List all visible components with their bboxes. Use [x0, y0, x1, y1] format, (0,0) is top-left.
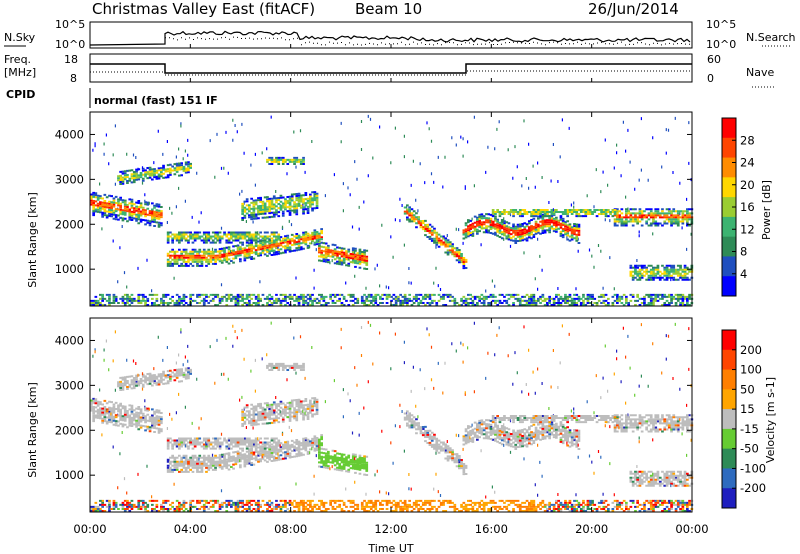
colorbar-segment: [722, 330, 736, 351]
freq-label: Freq.: [4, 53, 31, 66]
x-tick-label: 12:00: [374, 522, 407, 536]
colorbar-tick-label: 4: [740, 267, 747, 281]
colorbar-tick-label: 100: [740, 363, 762, 377]
power-colorbar: 4 8 12 16 20 24 28: [721, 117, 755, 297]
colorbar-segment: [722, 409, 736, 430]
colorbar-tick-label: 200: [740, 343, 762, 357]
freq-left-tick-bottom: 8: [70, 72, 77, 85]
colorbar-segment: [722, 137, 736, 159]
time-axis: 00:00 04:00 08:00 12:00 16:00 20:00 00:00: [73, 44, 709, 536]
colorbar-tick-label: -200: [740, 481, 766, 495]
power-cells: [90, 115, 694, 306]
colorbar-segment: [722, 389, 736, 410]
velocity-heatmap: [90, 320, 694, 512]
colorbar-tick-label: 15: [740, 402, 755, 416]
time-axis-label: Time UT: [367, 542, 413, 554]
colorbar-segment: [722, 197, 736, 218]
nave-label: Nave: [746, 66, 774, 79]
colorbar-tick-label: -15: [740, 422, 759, 436]
colorbar-segment: [722, 428, 736, 450]
colorbar-segment: [722, 276, 736, 297]
colorbar-tick-label: 28: [740, 133, 755, 147]
beam-label: Beam 10: [355, 0, 422, 18]
y-tick-label: 4000: [55, 127, 84, 141]
date-label: 26/Jun/2014: [588, 0, 679, 18]
colorbar-frame: [721, 329, 737, 509]
velocity-colorbar: 200 100 50 15 -15 -50 -100 -200: [721, 329, 766, 509]
nsky-line: [89, 30, 691, 46]
colorbar-segment: [722, 216, 736, 238]
x-tick-label: 00:00: [675, 522, 708, 536]
velocity-cells: [92, 335, 687, 512]
x-tick-label: 00:00: [73, 522, 106, 536]
colorbar-tick-label: 24: [740, 156, 755, 170]
cpid-value: normal (fast) 151 IF: [94, 94, 218, 107]
power-heatmap: [90, 114, 694, 307]
noise-right-tick-top: 10^5: [706, 18, 736, 31]
noise-left-tick-top: 10^5: [55, 18, 85, 31]
y-tick-label: 4000: [55, 333, 84, 347]
nave-right-tick-top: 60: [707, 53, 721, 66]
colorbar-segment: [722, 157, 736, 178]
nsearch-label: N.Search: [746, 31, 796, 44]
power-cells: [90, 200, 694, 262]
nsky-label: N.Sky: [4, 31, 36, 44]
freq-panel-frame: [89, 53, 693, 83]
nave-right-tick-bottom: 0: [707, 72, 714, 85]
velocity-axes: 1000 2000 3000 4000: [55, 318, 693, 512]
colorbar-tick-label: 16: [740, 200, 755, 214]
y-tick-label: 2000: [55, 423, 84, 437]
power-colorbar-label: Power [dB]: [760, 180, 773, 240]
freq-line: [90, 63, 692, 74]
colorbar-tick-label: 50: [740, 382, 755, 396]
cpid-label: CPID: [6, 88, 35, 101]
noise-right-tick-bottom: 10^0: [706, 38, 736, 51]
colorbar-segment: [722, 369, 736, 390]
colorbar-tick-label: 20: [740, 178, 755, 192]
nsearch-dots: [165, 36, 690, 46]
y-tick-label: 2000: [55, 217, 84, 231]
colorbar-segment: [722, 177, 736, 198]
power-axes: 1000 2000 3000 4000: [55, 112, 693, 306]
colorbar-tick-label: -100: [740, 461, 766, 475]
x-tick-label: 20:00: [575, 522, 608, 536]
plot-title: Christmas Valley East (fitACF): [92, 0, 315, 18]
noise-left-tick-bottom: 10^0: [55, 38, 85, 51]
noise-trace: [89, 30, 691, 46]
freq-left-tick-top: 18: [64, 53, 78, 66]
freq-trace: [90, 63, 692, 76]
colorbar-segment: [722, 256, 736, 277]
colorbar-tick-label: 8: [740, 245, 747, 259]
y-tick-label: 3000: [55, 172, 84, 186]
y-tick-label: 1000: [55, 468, 84, 482]
colorbar-segment: [722, 488, 736, 509]
power-cells: [90, 158, 694, 306]
colorbar-segment: [722, 468, 736, 489]
freq-unit-label: [MHz]: [4, 66, 36, 79]
colorbar-segment: [722, 118, 736, 139]
velocity-colorbar-label: Velocity [m s-1]: [764, 377, 777, 463]
x-tick-label: 16:00: [475, 522, 508, 536]
x-tick-label: 04:00: [174, 522, 207, 536]
colorbar-segment: [722, 236, 736, 257]
colorbar-segment: [722, 349, 736, 371]
y-tick-label: 1000: [55, 262, 84, 276]
power-y-axis-label: Slant Range [km]: [26, 192, 39, 288]
nave-dots: [90, 70, 692, 76]
colorbar-tick-label: 12: [740, 222, 755, 236]
colorbar-tick-label: -50: [740, 442, 759, 456]
x-tick-label: 08:00: [274, 522, 307, 536]
velocity-cells: [90, 326, 694, 512]
velocity-y-axis-label: Slant Range [km]: [26, 382, 39, 478]
y-tick-label: 3000: [55, 378, 84, 392]
colorbar-segment: [722, 448, 736, 469]
